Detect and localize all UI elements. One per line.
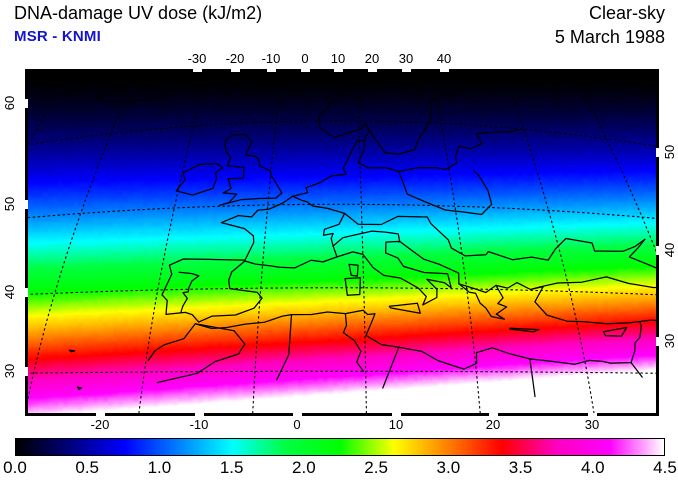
colorbar	[15, 438, 665, 456]
axis-tick-label: 20	[364, 51, 380, 66]
axis-tick-mark	[193, 69, 202, 72]
colorbar-tick-label: 1.5	[219, 458, 244, 477]
axis-tick-label: 60	[2, 95, 17, 111]
axis-tick-mark	[25, 99, 28, 108]
colorbar-frame	[15, 438, 665, 456]
colorbar-tick-label: 0.5	[75, 458, 100, 477]
axis-tick-label: 40	[2, 284, 17, 300]
axis-tick-mark	[440, 69, 449, 72]
axis-tick-label: 30	[2, 363, 17, 379]
axis-tick-label: 30	[398, 51, 414, 66]
colorbar-tick-label: 2.5	[364, 458, 388, 477]
axis-tick-mark	[25, 200, 28, 209]
axis-tick-label: -30	[187, 51, 207, 66]
date-label: 5 March 1988	[554, 27, 665, 47]
axis-tick-mark	[656, 246, 659, 255]
colorbar-tick-label: 3.0	[436, 458, 461, 477]
colorbar-tick-label: 0.0	[3, 458, 27, 477]
axis-tick-mark	[25, 288, 28, 297]
axis-tick-label: -20	[90, 417, 110, 432]
plot-inner	[28, 72, 656, 413]
axis-tick-label: 10	[330, 51, 346, 66]
axis-tick-label: 50	[662, 144, 677, 160]
axis-tick-label: 30	[584, 417, 600, 432]
axis-tick-label: 20	[485, 417, 501, 432]
axis-tick-mark	[293, 413, 302, 416]
colorbar-tick-label: 2.0	[292, 458, 316, 477]
source-label: MSR - KNMI	[14, 28, 101, 45]
axis-tick-mark	[334, 69, 343, 72]
axis-tick-label: 40	[436, 51, 452, 66]
axis-tick-mark	[392, 413, 401, 416]
axis-tick-label: 0	[301, 51, 309, 66]
axis-tick-label: 40	[662, 242, 677, 258]
colorbar-gradient	[16, 439, 664, 455]
axis-tick-mark	[231, 69, 240, 72]
axis-tick-label: 30	[662, 333, 677, 349]
colorbar-tick-label: 3.5	[508, 458, 533, 477]
axis-tick-mark	[489, 413, 498, 416]
axis-tick-mark	[402, 69, 411, 72]
axis-tick-mark	[368, 69, 377, 72]
axis-tick-mark	[588, 413, 597, 416]
uv-dose-field	[28, 72, 656, 413]
sky-condition-label: Clear-sky	[588, 3, 665, 23]
axis-tick-mark	[267, 69, 276, 72]
axis-tick-mark	[301, 69, 310, 72]
colorbar-tick-label: 4.5	[653, 458, 677, 477]
axis-tick-label: -10	[189, 417, 209, 432]
map-plot	[25, 69, 659, 416]
axis-tick-mark	[195, 413, 204, 416]
page-title: DNA-damage UV dose (kJ/m2)	[14, 3, 263, 23]
axis-tick-label: 10	[388, 417, 404, 432]
axis-tick-label: 50	[2, 196, 17, 212]
axis-tick-label: 0	[293, 417, 301, 432]
colorbar-tick-label: 1.0	[147, 458, 172, 477]
axis-tick-mark	[656, 148, 659, 157]
axis-tick-mark	[25, 367, 28, 376]
axis-tick-label: -20	[225, 51, 245, 66]
colorbar-tick-label: 4.0	[580, 458, 605, 477]
axis-tick-mark	[656, 337, 659, 346]
axis-tick-mark	[96, 413, 105, 416]
axis-tick-label: -10	[261, 51, 281, 66]
